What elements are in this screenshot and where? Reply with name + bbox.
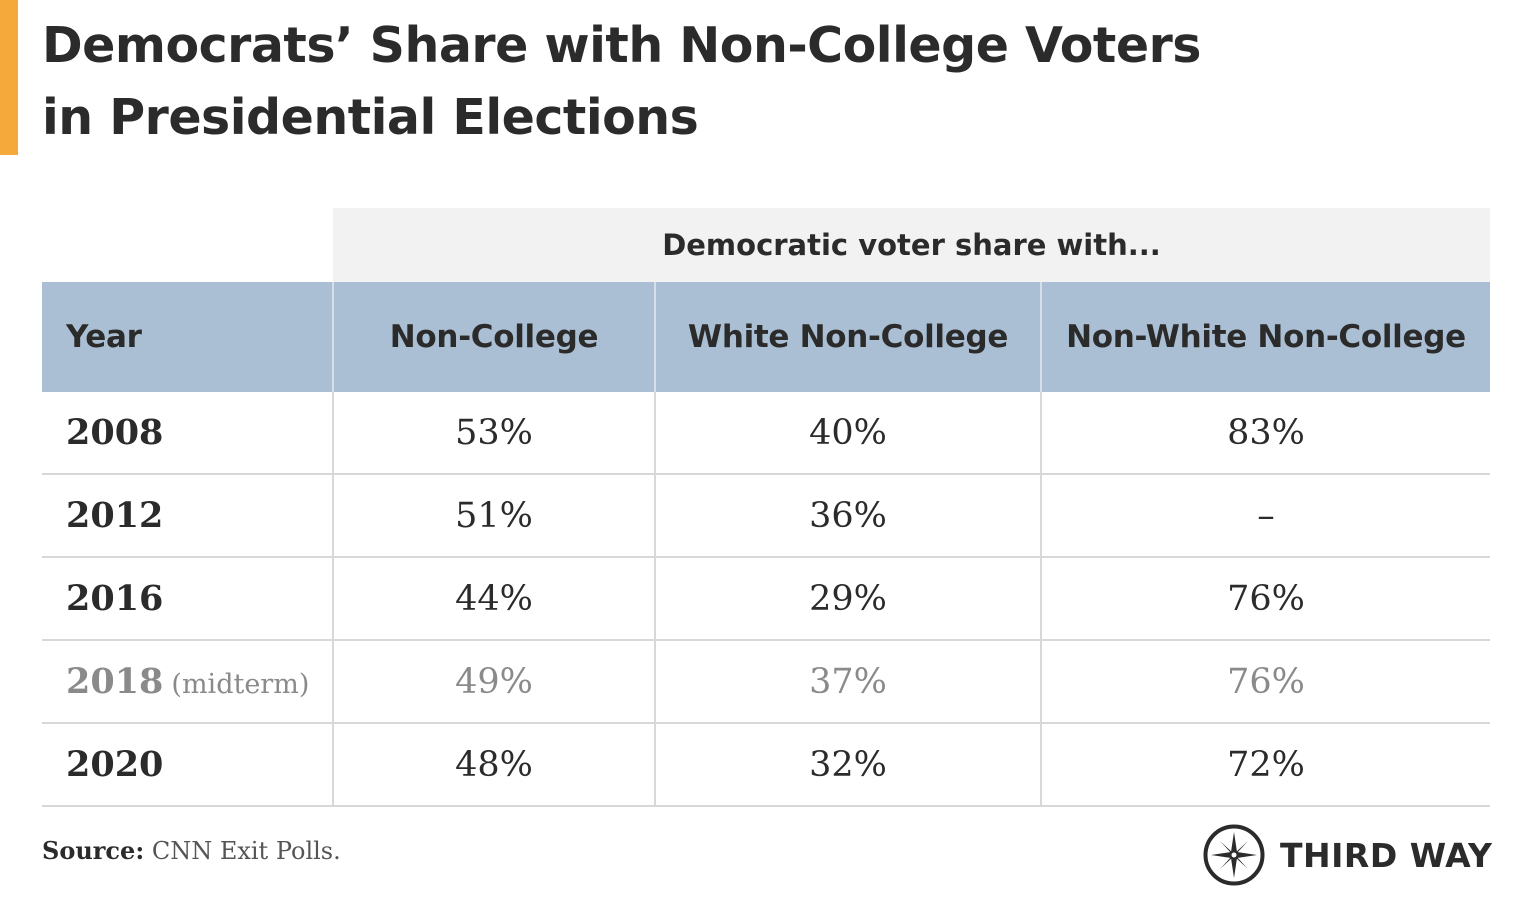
white-non-college-cell: 36% [654, 474, 1041, 558]
non-white-non-college-cell: 76% [1040, 557, 1490, 641]
non-white-non-college-cell: 83% [1040, 392, 1490, 475]
year-cell: 2016 [42, 557, 333, 641]
non-college-cell: 48% [332, 723, 655, 807]
non-college-cell: 44% [332, 557, 655, 641]
table-row: 2016 44% 29% 76% [42, 557, 1490, 641]
table-row: 2018 (midterm) 49% 37% 76% [42, 640, 1490, 724]
compass-icon [1203, 824, 1265, 886]
column-header-non-college: Non-College [332, 282, 655, 392]
table-row: 2020 48% 32% 72% [42, 723, 1490, 807]
non-white-non-college-cell: 72% [1040, 723, 1490, 807]
column-header-year: Year [42, 282, 333, 392]
data-table: Year Non-College White Non-College Non-W… [42, 282, 1490, 807]
year-cell: 2012 [42, 474, 333, 558]
source-note: Source: CNN Exit Polls. [42, 836, 341, 865]
white-non-college-cell: 40% [654, 392, 1041, 475]
page-title: Democrats’ Share with Non-College Voters… [42, 10, 1201, 154]
non-white-non-college-cell: 76% [1040, 640, 1490, 724]
logo-text: THIRD WAY [1280, 835, 1493, 875]
year-value: 2012 [66, 495, 164, 536]
source-text: CNN Exit Polls. [151, 837, 341, 865]
non-college-cell: 51% [332, 474, 655, 558]
non-college-cell: 53% [332, 392, 655, 475]
accent-bar [0, 0, 18, 155]
super-header: Democratic voter share with... [333, 208, 1490, 282]
table-row: 2008 53% 40% 83% [42, 392, 1490, 475]
super-header-row: Democratic voter share with... [42, 208, 1490, 282]
column-header-non-white-non-college: Non-White Non-College [1040, 282, 1490, 392]
source-label: Source: [42, 836, 145, 865]
year-value: 2018 [66, 661, 164, 702]
year-value: 2008 [66, 412, 164, 453]
midterm-note: (midterm) [171, 669, 310, 700]
non-white-non-college-cell: – [1040, 474, 1490, 558]
white-non-college-cell: 32% [654, 723, 1041, 807]
year-cell: 2020 [42, 723, 333, 807]
third-way-logo: THIRD WAY [1202, 822, 1492, 888]
year-cell: 2018 (midterm) [42, 640, 333, 724]
year-value: 2016 [66, 578, 164, 619]
table-row: 2012 51% 36% – [42, 474, 1490, 558]
white-non-college-cell: 37% [654, 640, 1041, 724]
data-table-container: Democratic voter share with... Year Non-… [42, 208, 1490, 807]
non-college-cell: 49% [332, 640, 655, 724]
title-line-1: Democrats’ Share with Non-College Voters [42, 17, 1201, 74]
year-cell: 2008 [42, 392, 333, 475]
title-line-2: in Presidential Elections [42, 89, 699, 146]
year-value: 2020 [66, 744, 164, 785]
header-row: Year Non-College White Non-College Non-W… [42, 282, 1490, 392]
column-header-white-non-college: White Non-College [654, 282, 1041, 392]
white-non-college-cell: 29% [654, 557, 1041, 641]
